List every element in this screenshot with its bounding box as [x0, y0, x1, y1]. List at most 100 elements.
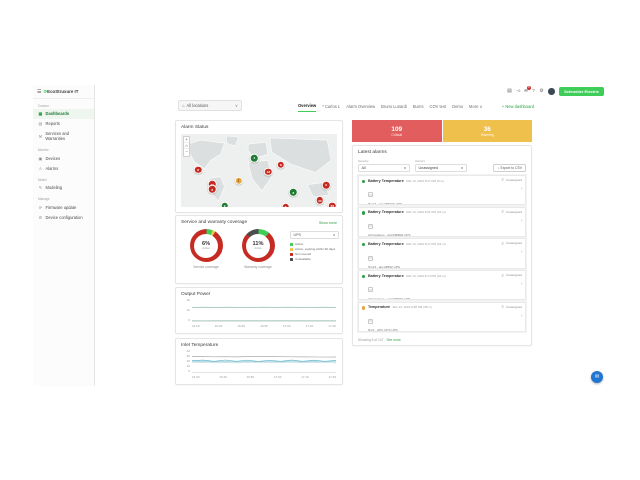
y-tick-label: 20 [186, 359, 190, 363]
notifications-icon[interactable]: ⍾ 9 [524, 85, 531, 94]
sidebar-item-modeling[interactable]: ✎ Modeling [33, 183, 94, 193]
tab--carlos-l[interactable]: * Carlos L [322, 104, 341, 109]
sidebar-item-reports[interactable]: ▤ Reports [33, 119, 94, 129]
download-icon: ↓ [497, 166, 500, 170]
owners-filter-select[interactable]: Unassigned ∨ [415, 164, 467, 172]
settings-icon[interactable]: ⚙ [539, 88, 544, 94]
coverage-device-filter[interactable]: UPS ∨ [290, 231, 339, 239]
alarm-device: NO1 - APC UPS UPS [368, 328, 398, 333]
sidebar-item-services-and-warranties[interactable]: ⚒ Services and Warranties [33, 129, 94, 144]
map-alarm-marker-ok[interactable]: 9 [220, 201, 229, 207]
severity-filter-value: All [361, 166, 366, 170]
map-alarm-marker-crit[interactable]: 8 [193, 165, 203, 175]
device-type-icon: ▭ [368, 287, 373, 293]
sidebar-item-label: Devices [45, 155, 61, 161]
sidebar-item-label: Firmware update [45, 204, 77, 210]
map-alarm-marker-crit[interactable]: 43 [264, 167, 273, 177]
sidebar-header: ☰ ⟳EcoStruxure IT [33, 85, 94, 99]
inlet-temperature-title: Inlet Temperature [181, 343, 219, 348]
see-more-link[interactable]: See more [386, 337, 401, 342]
map-alarm-marker-warn[interactable]: ! [234, 176, 243, 185]
tab-cov-test[interactable]: COV test [429, 104, 447, 109]
map-alarm-marker-ok[interactable]: 2 [250, 153, 259, 163]
alarm-title: Battery Temperature [368, 273, 404, 278]
sidebar-item-devices[interactable]: ▣ Devices [33, 153, 94, 163]
show-more-link[interactable]: Show more [318, 220, 337, 225]
person-icon [501, 210, 505, 214]
legend-label: Not covered [295, 251, 312, 256]
map-zoom-controls: + ⌂ − [183, 136, 190, 157]
devices-icon: ▣ [38, 155, 43, 161]
map-alarm-marker-crit[interactable]: 30 [315, 196, 325, 205]
export-csv-button[interactable]: ↓ Export to CSV [493, 164, 526, 172]
sidebar-item-dashboards[interactable]: ▦ Dashboards [33, 108, 94, 119]
alarm-title: Battery Temperature [368, 178, 404, 183]
map-zoom-out-button[interactable]: − [185, 149, 188, 155]
map-alarm-marker-crit[interactable]: 6 [321, 180, 331, 190]
alarm-count-summary: Showing 5 of 147 [358, 337, 384, 342]
x-tick-label: 16:40 [219, 375, 227, 379]
config-icon: ⚙ [38, 214, 43, 220]
dashboards-icon: ▦ [38, 111, 43, 116]
user-avatar[interactable] [548, 88, 555, 95]
tab-burns[interactable]: Burns [412, 104, 424, 109]
feedback-fab[interactable]: ✉ [591, 371, 603, 383]
tab-alarm-overview[interactable]: Alarm Overview [346, 104, 376, 109]
map-zoom-in-button[interactable]: + [184, 137, 189, 144]
warning-alarms-banner[interactable]: 36 Warning [442, 120, 532, 142]
inlet-temperature-x-axis: 16:30 16:40 16:50 17:00 17:10 17:20 [192, 375, 336, 379]
coverage-card: Service and warranty coverage Show more … [175, 215, 343, 284]
critical-label: Critical [391, 132, 403, 137]
alarm-list-item[interactable]: Battery Temperature Mar 13, 2024 8:21 PM… [358, 206, 526, 237]
x-tick-label: 16:30 [214, 324, 223, 328]
new-dashboard-button[interactable]: + New dashboard [501, 104, 534, 109]
x-tick-label: 16:20 [192, 324, 200, 328]
alarm-list-item[interactable]: Battery Temperature Mar 13, 2024 8:27 PM… [358, 175, 526, 206]
legend-label: Unavailable [295, 257, 311, 262]
legend-item: Unavailable [290, 257, 339, 262]
map-alarm-marker-ok[interactable]: 8 [289, 188, 298, 197]
chevron-down-icon: ∨ [460, 166, 464, 170]
coverage-donut: 6% Active Service coverage [184, 229, 228, 269]
tab-more-[interactable]: More ∨ [469, 104, 483, 109]
map-alarm-marker-crit[interactable]: 7 [281, 202, 290, 207]
sidebar-item-label: Reports [45, 121, 60, 126]
warning-count: 36 [483, 125, 491, 133]
latest-alarms-title: Latest alarms [358, 150, 387, 155]
inlet-temperature-chart [192, 352, 336, 373]
severity-dot [362, 211, 366, 215]
alarm-device: Hin13 - apc43B90E UPS [368, 201, 403, 206]
alarms-icon: ⚠ [38, 165, 43, 171]
location-filter-select[interactable]: ⌂ All locations ∨ [178, 100, 242, 111]
alarm-device: All locations - apc43B90E UPS [368, 233, 411, 237]
alarm-list-item[interactable]: Battery Temperature Mar 13, 2024 8:14 PM… [358, 270, 526, 301]
severity-filter-select[interactable]: All ∨ [358, 164, 410, 172]
sidebar-section: Custom ▦ Dashboards ▤ Reports ⚒ Services… [33, 101, 94, 144]
alarm-list-item[interactable]: Temperature Mar 13, 2024 8:08 PM (28 m) … [358, 301, 526, 333]
coverage-legend: Active Active, expiring within 90 days N… [290, 242, 339, 262]
chevron-right-icon: › [520, 186, 523, 192]
tab-bruno-lunardi[interactable]: Bruno Lunardi [381, 104, 407, 109]
sidebar-item-device-configuration[interactable]: ⚙ Device configuration [33, 212, 94, 222]
x-tick-label: 17:20 [328, 324, 336, 328]
sidebar-section-label: Monitor [38, 148, 49, 152]
help-icon[interactable]: ? [532, 88, 535, 94]
legend-swatch [290, 258, 293, 262]
apps-icon[interactable]: ▤ [507, 88, 512, 94]
y-tick-label: 10 [186, 364, 190, 368]
hamburger-menu-icon[interactable]: ☰ [37, 89, 42, 95]
tab-demo[interactable]: Demo [452, 104, 464, 109]
map-alarm-marker-crit[interactable]: 63 [328, 201, 337, 207]
sidebar-item-firmware-update[interactable]: ⟳ Firmware update [33, 202, 94, 212]
map-alarm-marker-crit[interactable]: 6 [207, 185, 217, 194]
map-home-button[interactable]: ⌂ [184, 143, 189, 150]
tab-overview[interactable]: Overview [298, 103, 317, 112]
announcements-icon[interactable]: ◅ [516, 88, 520, 94]
critical-alarms-banner[interactable]: 109 Critical [352, 120, 442, 142]
alarm-list-item[interactable]: Battery Temperature Mar 13, 2024 8:17 PM… [358, 238, 526, 269]
output-power-x-axis: 16:20 16:30 16:40 16:50 17:00 17:10 17:20 [192, 324, 336, 328]
sidebar-item-alarms[interactable]: ⚠ Alarms [33, 163, 94, 173]
map-alarm-marker-crit[interactable]: 8 [276, 160, 286, 169]
